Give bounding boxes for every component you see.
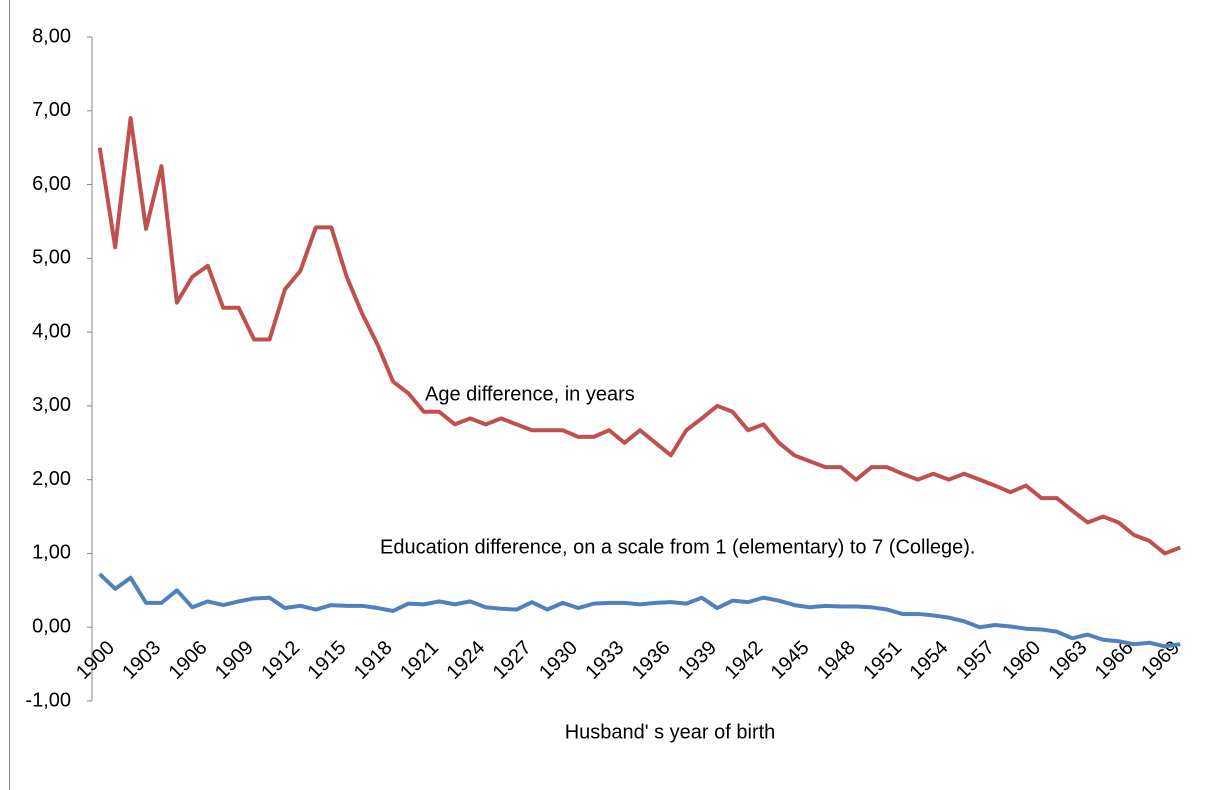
x-tick-label: 1918 bbox=[350, 637, 397, 684]
x-tick-label: 1954 bbox=[906, 637, 953, 684]
x-tick-label: 1906 bbox=[165, 637, 212, 684]
y-tick-label: 7,00 bbox=[32, 99, 71, 121]
x-tick-label: 1957 bbox=[952, 637, 999, 684]
chart-frame bbox=[9, 0, 10, 790]
y-tick-label: 2,00 bbox=[32, 468, 71, 490]
x-tick-label: 1921 bbox=[396, 637, 443, 684]
x-tick-label: 1900 bbox=[72, 637, 119, 684]
x-tick-label: 1915 bbox=[304, 637, 351, 684]
x-tick-label: 1942 bbox=[720, 637, 767, 684]
y-tick-label: 4,00 bbox=[32, 320, 71, 342]
x-tick-label: 1951 bbox=[859, 637, 906, 684]
series-label: Age difference, in years bbox=[425, 383, 635, 405]
x-tick-label: 1945 bbox=[767, 637, 814, 684]
x-tick-label: 1909 bbox=[211, 637, 258, 684]
y-tick-label: -1,00 bbox=[25, 689, 71, 711]
y-tick-label: 6,00 bbox=[32, 173, 71, 195]
x-tick-label: 1936 bbox=[628, 637, 675, 684]
x-tick-label: 1948 bbox=[813, 637, 860, 684]
x-tick-label: 1924 bbox=[442, 637, 489, 684]
x-tick-label: 1912 bbox=[257, 637, 304, 684]
x-tick-label: 1933 bbox=[581, 637, 628, 684]
y-tick-label: 3,00 bbox=[32, 394, 71, 416]
x-tick-label: 1903 bbox=[118, 637, 165, 684]
x-tick-label: 1930 bbox=[535, 637, 582, 684]
y-tick-label: 8,00 bbox=[32, 25, 71, 47]
series-label: Education difference, on a scale from 1 … bbox=[380, 536, 976, 558]
x-tick-label: 1960 bbox=[998, 637, 1045, 684]
x-axis-title: Husband' s year of birth bbox=[565, 721, 776, 743]
x-tick-label: 1963 bbox=[1044, 637, 1091, 684]
x-tick-label: 1927 bbox=[489, 637, 536, 684]
y-tick-label: 5,00 bbox=[32, 247, 71, 269]
series-line bbox=[98, 572, 1181, 649]
series-line bbox=[97, 116, 1181, 556]
x-tick-label: 1939 bbox=[674, 637, 721, 684]
y-tick-label: 1,00 bbox=[32, 542, 71, 564]
y-tick-label: 0,00 bbox=[32, 616, 71, 638]
